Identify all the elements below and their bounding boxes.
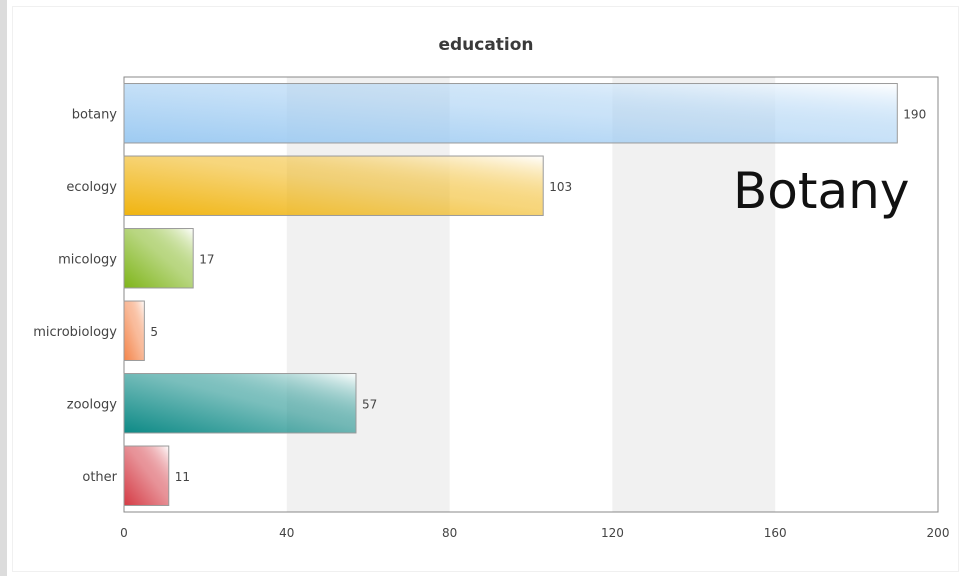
left-divider — [0, 0, 7, 576]
bar-microbiology — [123, 300, 145, 361]
category-label-ecology: ecology — [66, 180, 117, 195]
value-label-microbiology: 5 — [150, 325, 158, 339]
category-label-micology: micology — [58, 252, 117, 267]
category-label-microbiology: microbiology — [33, 325, 117, 340]
value-label-other: 11 — [175, 470, 190, 484]
x-tick-label: 40 — [279, 526, 294, 540]
value-labels: 190 103 17 5 57 11 — [150, 107, 926, 484]
bar-zoology — [123, 373, 357, 434]
grid-bands — [286, 77, 776, 512]
grid-band — [612, 77, 776, 512]
x-tick-label: 0 — [120, 526, 128, 540]
category-labels: botany ecology micology microbiology zoology… — [33, 107, 117, 485]
x-tick-label: 80 — [442, 526, 457, 540]
plot-area — [123, 76, 939, 513]
value-label-micology: 17 — [199, 252, 214, 266]
x-tick-label: 160 — [764, 526, 787, 540]
bar-ecology — [123, 155, 544, 216]
x-axis-ticks: 0 40 80 120 160 200 — [120, 526, 949, 540]
overlay-caption: Botany — [733, 162, 910, 220]
category-label-zoology: zoology — [67, 397, 118, 412]
category-label-other: other — [82, 470, 117, 485]
x-tick-label: 120 — [601, 526, 624, 540]
value-label-zoology: 57 — [362, 397, 377, 411]
bar-botany — [123, 83, 898, 144]
grid-band — [286, 77, 450, 512]
category-label-botany: botany — [72, 107, 118, 122]
bar-micology — [123, 228, 194, 289]
chart-title: education — [438, 35, 533, 55]
x-tick-label: 200 — [927, 526, 950, 540]
value-label-botany: 190 — [903, 107, 926, 121]
bars — [123, 83, 898, 506]
bar-other — [123, 445, 170, 506]
value-label-ecology: 103 — [549, 180, 572, 194]
